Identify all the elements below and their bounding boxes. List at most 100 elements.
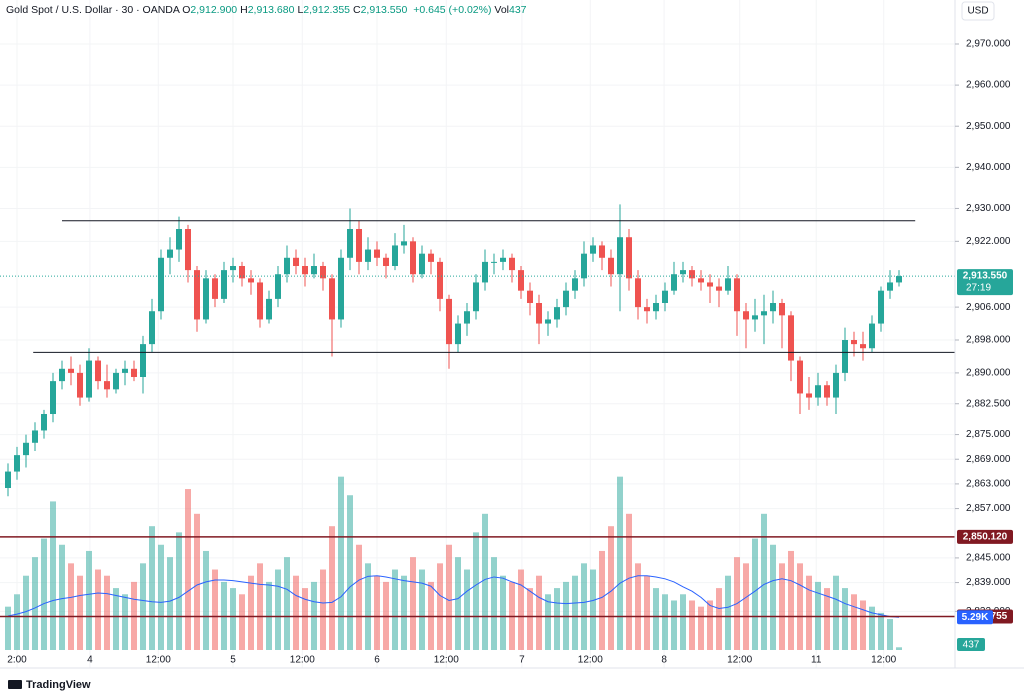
- candle-body: [662, 290, 668, 304]
- volume-bar: [473, 532, 479, 650]
- level-tag-label: 2,850.120: [963, 531, 1008, 542]
- volume-bar: [761, 513, 767, 650]
- price-axis: 2,970.000 2,960.000 2,950.000 2,940.000 2,93…: [7, 39, 1013, 666]
- volume-bar: [68, 563, 74, 650]
- candle-body: [635, 278, 641, 308]
- candle-body: [518, 270, 524, 291]
- y-tick-label: 2,930.000: [966, 203, 1011, 214]
- volume-bar: [167, 557, 173, 650]
- volume-bar: [77, 575, 83, 650]
- volume-tag-label: 437: [963, 640, 980, 651]
- volume-bar: [608, 526, 614, 650]
- ohlc-value: 2,912.900: [190, 4, 238, 16]
- volume-bar: [500, 575, 506, 650]
- volume-bar: [185, 489, 191, 650]
- candle-body: [563, 290, 569, 308]
- candle-body: [734, 278, 740, 312]
- candle-body: [365, 249, 371, 262]
- volume-bar: [95, 569, 101, 650]
- volume-bar: [770, 544, 776, 650]
- ohlc-key: L: [297, 4, 304, 16]
- candle-body: [626, 237, 632, 279]
- candle-body: [86, 360, 92, 398]
- currency-box[interactable]: [961, 1, 995, 21]
- candle-body: [176, 229, 182, 250]
- candle-body: [302, 266, 308, 275]
- candle-body: [383, 257, 389, 267]
- volume-bar: [23, 575, 29, 650]
- volume-bar: [788, 550, 794, 650]
- candle-body: [698, 278, 704, 283]
- candle-body: [41, 414, 47, 431]
- candle-body: [428, 253, 434, 262]
- x-tick-label: 2:00: [7, 655, 27, 666]
- candle-body: [878, 290, 884, 324]
- volume-bar: [356, 544, 362, 650]
- vol-value: 437: [509, 4, 527, 16]
- candle-body: [779, 303, 785, 316]
- volume-bar: [248, 575, 254, 650]
- volume-bar: [635, 563, 641, 650]
- candle-body: [833, 372, 839, 398]
- ohlc-value: 2,913.550: [360, 4, 408, 16]
- candle-body: [77, 372, 83, 398]
- volume-bar: [302, 588, 308, 650]
- volume-bar: [482, 513, 488, 650]
- ohlc-value: 2,913.680: [247, 4, 295, 16]
- candle-body: [887, 282, 893, 291]
- candle-body: [437, 261, 443, 299]
- volume-bar: [212, 569, 218, 650]
- volume-bar: [725, 575, 731, 650]
- volume-bar: [662, 594, 668, 650]
- y-tick-label: 2,960.000: [966, 80, 1011, 91]
- volume-bar: [392, 569, 398, 650]
- x-tick-label: 11: [811, 655, 822, 666]
- candle-body: [5, 471, 11, 489]
- ohlc-key: O: [182, 4, 191, 16]
- candle-body: [203, 278, 209, 320]
- candle-body: [680, 270, 686, 275]
- volume-bar: [572, 575, 578, 650]
- candle-body: [194, 270, 200, 320]
- candle-body: [248, 278, 254, 283]
- candle-body: [140, 344, 146, 378]
- candle-body: [590, 245, 596, 254]
- volume-bar: [50, 501, 56, 650]
- candle-body: [239, 266, 245, 279]
- volume-bar: [86, 550, 92, 650]
- volume-bar: [149, 526, 155, 650]
- level-tag: [957, 529, 1013, 544]
- candle-body: [761, 311, 767, 316]
- candle-body: [725, 278, 731, 291]
- x-tick-label: 8: [661, 655, 667, 666]
- change: +0.645 (+0.02%): [413, 4, 492, 16]
- volume-bar: [140, 563, 146, 650]
- last-price-tag: [957, 269, 1013, 296]
- candle-body: [617, 237, 623, 275]
- x-tick-label: 12:00: [290, 655, 315, 666]
- candle-body: [806, 393, 812, 398]
- candle-body: [572, 278, 578, 291]
- y-tick-label: 2,898.000: [966, 335, 1011, 346]
- volume-bar: [653, 588, 659, 650]
- volume-bar: [419, 569, 425, 650]
- brand: TradingView: [26, 679, 91, 691]
- volume-bar: [464, 569, 470, 650]
- candle-body: [221, 270, 227, 299]
- candle-body: [401, 241, 407, 246]
- candle-body: [653, 303, 659, 312]
- candle-body: [608, 257, 614, 275]
- candle-body: [158, 257, 164, 312]
- candle-body: [104, 381, 110, 390]
- volume-tag: [957, 638, 985, 651]
- volume-bar: [743, 563, 749, 650]
- countdown: 27:19: [966, 283, 991, 294]
- candle-body: [689, 270, 695, 279]
- candle-body: [491, 261, 497, 263]
- symbol: Gold Spot / U.S. Dollar · 30 · OANDA: [6, 4, 180, 16]
- volume-bar: [5, 606, 11, 650]
- x-tick-label: 12:00: [434, 655, 459, 666]
- candle-body: [356, 229, 362, 262]
